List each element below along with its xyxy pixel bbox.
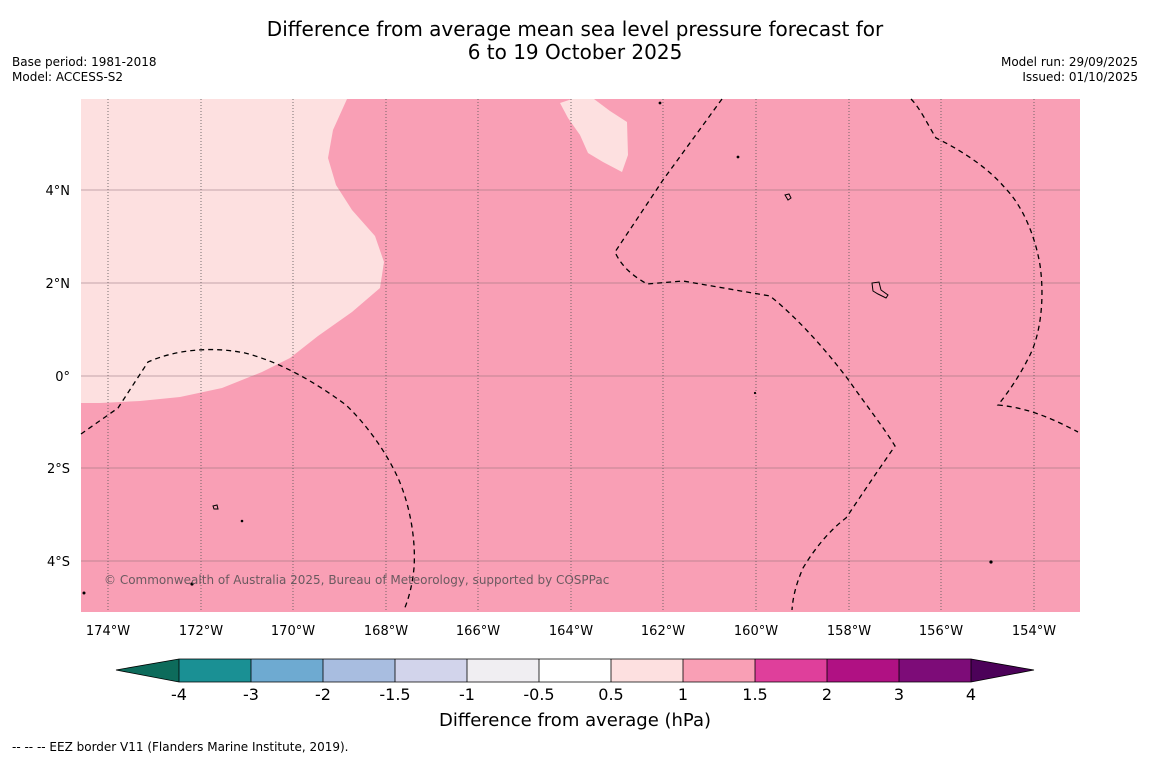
colorbar-bin bbox=[251, 659, 323, 682]
colorbar-label: -2 bbox=[315, 685, 331, 704]
islands bbox=[82, 101, 993, 595]
island-dot-g bbox=[82, 591, 86, 595]
longitude-labels: 174°W 172°W 170°W 168°W 166°W 164°W 162°… bbox=[86, 624, 1056, 639]
colorbar-label: -1 bbox=[459, 685, 475, 704]
colorbar-bin bbox=[395, 659, 467, 682]
lon-label: 156°W bbox=[919, 624, 963, 639]
lon-label: 172°W bbox=[179, 624, 223, 639]
colorbar-label: -3 bbox=[243, 685, 259, 704]
colorbar-bin bbox=[611, 659, 683, 682]
island-west bbox=[212, 504, 219, 510]
colorbar-bin bbox=[179, 659, 251, 682]
lon-label: 168°W bbox=[364, 624, 408, 639]
lat-label: 4°N bbox=[46, 184, 71, 199]
anomaly-region-north bbox=[560, 99, 628, 172]
lon-label: 166°W bbox=[456, 624, 500, 639]
colorbar-bin bbox=[323, 659, 395, 682]
lat-label: 0° bbox=[55, 370, 70, 385]
colorbar-bin bbox=[899, 659, 971, 682]
colorbar-label: -0.5 bbox=[523, 685, 554, 704]
colorbar-title: Difference from average (hPa) bbox=[439, 710, 711, 731]
anomaly-region-west bbox=[81, 99, 384, 403]
title-line-1: Difference from average mean sea level p… bbox=[266, 17, 884, 41]
base-period: Base period: 1981-2018 bbox=[12, 55, 157, 69]
lon-label: 170°W bbox=[271, 624, 315, 639]
colorbar-label: 0.5 bbox=[598, 685, 623, 704]
lon-label: 174°W bbox=[86, 624, 130, 639]
lat-label: 2°N bbox=[46, 277, 71, 292]
colorbar-bin bbox=[539, 659, 611, 682]
colorbar-bin bbox=[755, 659, 827, 682]
colorbar-max-arrow bbox=[971, 659, 1034, 682]
lat-label: 4°S bbox=[47, 555, 70, 570]
island-dot-d bbox=[240, 519, 244, 523]
island-dot-c bbox=[753, 391, 757, 395]
island-dot-a bbox=[658, 101, 662, 105]
colorbar-label: 4 bbox=[966, 685, 976, 704]
chart-title: Difference from average mean sea level p… bbox=[0, 18, 1150, 64]
colorbar-label: 3 bbox=[894, 685, 904, 704]
island-north bbox=[784, 193, 792, 201]
colorbar-label: 2 bbox=[822, 685, 832, 704]
colorbar-label: -4 bbox=[171, 685, 187, 704]
model-run: Model run: 29/09/2025 bbox=[1000, 55, 1138, 69]
island-dot-b bbox=[736, 155, 740, 159]
lon-label: 154°W bbox=[1012, 624, 1056, 639]
colorbar: -4 -3 -2 -1.5 -1 -0.5 0.5 1 1.5 2 3 4 Di… bbox=[115, 658, 1035, 731]
colorbar-label: 1 bbox=[678, 685, 688, 704]
lon-label: 160°W bbox=[734, 624, 778, 639]
meta-right: Model run: 29/09/2025 Issued: 01/10/2025 bbox=[1001, 55, 1138, 85]
latitude-labels: 4°N 2°N 0° 2°S 4°S bbox=[46, 184, 71, 570]
colorbar-label: 1.5 bbox=[742, 685, 767, 704]
lon-label: 164°W bbox=[549, 624, 593, 639]
title-line-2: 6 to 19 October 2025 bbox=[467, 40, 683, 64]
copyright-text: © Commonwealth of Australia 2025, Bureau… bbox=[104, 573, 609, 587]
issued-date: Issued: 01/10/2025 bbox=[1022, 70, 1138, 84]
lon-label: 158°W bbox=[827, 624, 871, 639]
lon-label: 162°W bbox=[641, 624, 685, 639]
island-dot-e bbox=[190, 582, 194, 586]
model-name: Model: ACCESS-S2 bbox=[12, 70, 124, 84]
eez-legend: -- -- -- EEZ border V11 (Flanders Marine… bbox=[12, 740, 349, 754]
colorbar-label: -1.5 bbox=[379, 685, 410, 704]
colorbar-min-arrow bbox=[116, 659, 179, 682]
eez-borders bbox=[80, 98, 1079, 611]
colorbar-bin bbox=[467, 659, 539, 682]
latitude-lines bbox=[81, 189, 1080, 562]
colorbar-bin bbox=[683, 659, 755, 682]
colorbar-bin bbox=[827, 659, 899, 682]
island-kiritimati bbox=[871, 281, 889, 299]
island-dot-f bbox=[989, 560, 993, 564]
lat-label: 2°S bbox=[47, 462, 70, 477]
meta-left: Base period: 1981-2018 Model: ACCESS-S2 bbox=[12, 55, 157, 85]
